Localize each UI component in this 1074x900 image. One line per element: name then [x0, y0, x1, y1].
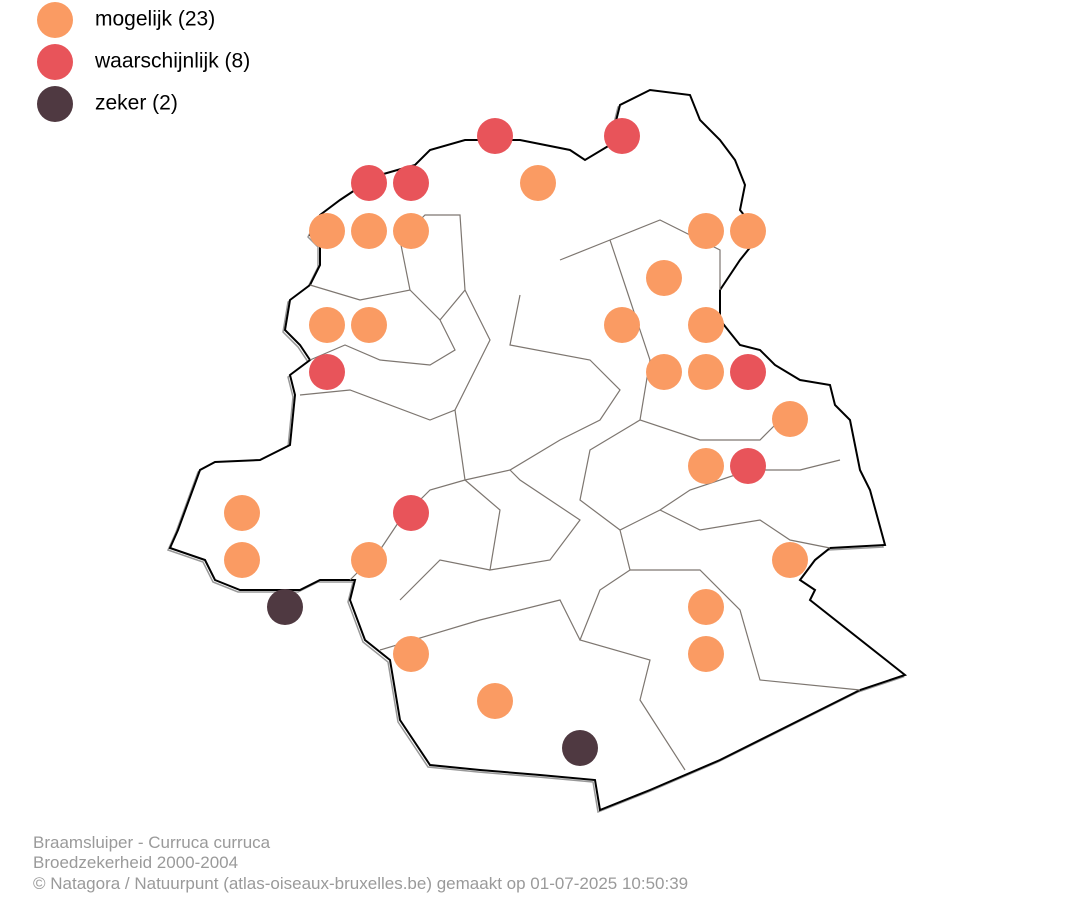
caption-line: Braamsluiper - Curruca curruca [33, 833, 271, 852]
possible-dots [224, 165, 808, 719]
dot [224, 495, 260, 531]
municipality-border [309, 284, 456, 366]
dot [393, 165, 429, 201]
municipality-border [299, 289, 491, 421]
dot [730, 213, 766, 249]
legend-swatch [37, 86, 73, 122]
dot [688, 636, 724, 672]
dot [309, 354, 345, 390]
caption-line: © Natagora / Natuurpunt (atlas-oiseaux-b… [33, 874, 688, 893]
probable-dots [309, 118, 766, 531]
legend-label: waarschijnlijk (8) [94, 50, 250, 73]
legend: mogelijk (23) waarschijnlijk (8) zeker (2) [37, 2, 250, 122]
dot [688, 354, 724, 390]
dot [393, 636, 429, 672]
region-border [168, 88, 908, 812]
observation-dots [224, 118, 808, 766]
dot [772, 542, 808, 578]
legend-label: mogelijk (23) [95, 8, 215, 31]
dot [688, 448, 724, 484]
dot [688, 307, 724, 343]
dot [351, 307, 387, 343]
dot [309, 307, 345, 343]
dot [520, 165, 556, 201]
municipality-border [454, 294, 621, 481]
dot [646, 260, 682, 296]
certain-dots [267, 589, 598, 766]
dot [562, 730, 598, 766]
dot [604, 307, 640, 343]
dot [646, 354, 682, 390]
dot [477, 118, 513, 154]
dot [688, 213, 724, 249]
caption: Braamsluiper - Curruca curruca Broedzeke… [33, 833, 688, 893]
dot [393, 213, 429, 249]
dot [351, 542, 387, 578]
dot [730, 448, 766, 484]
dot [730, 354, 766, 390]
caption-line: Broedzekerheid 2000-2004 [33, 853, 238, 872]
dot [604, 118, 640, 154]
dot [224, 542, 260, 578]
dot [309, 213, 345, 249]
dot [351, 165, 387, 201]
municipality-border [399, 214, 466, 321]
dot [393, 495, 429, 531]
dot [267, 589, 303, 625]
municipality-border [379, 559, 861, 691]
dot [688, 589, 724, 625]
legend-swatch [37, 44, 73, 80]
dot [351, 213, 387, 249]
dot [772, 401, 808, 437]
legend-swatch [37, 2, 73, 38]
region-outline [166, 88, 908, 814]
legend-label: zeker (2) [95, 92, 178, 115]
dot [477, 683, 513, 719]
